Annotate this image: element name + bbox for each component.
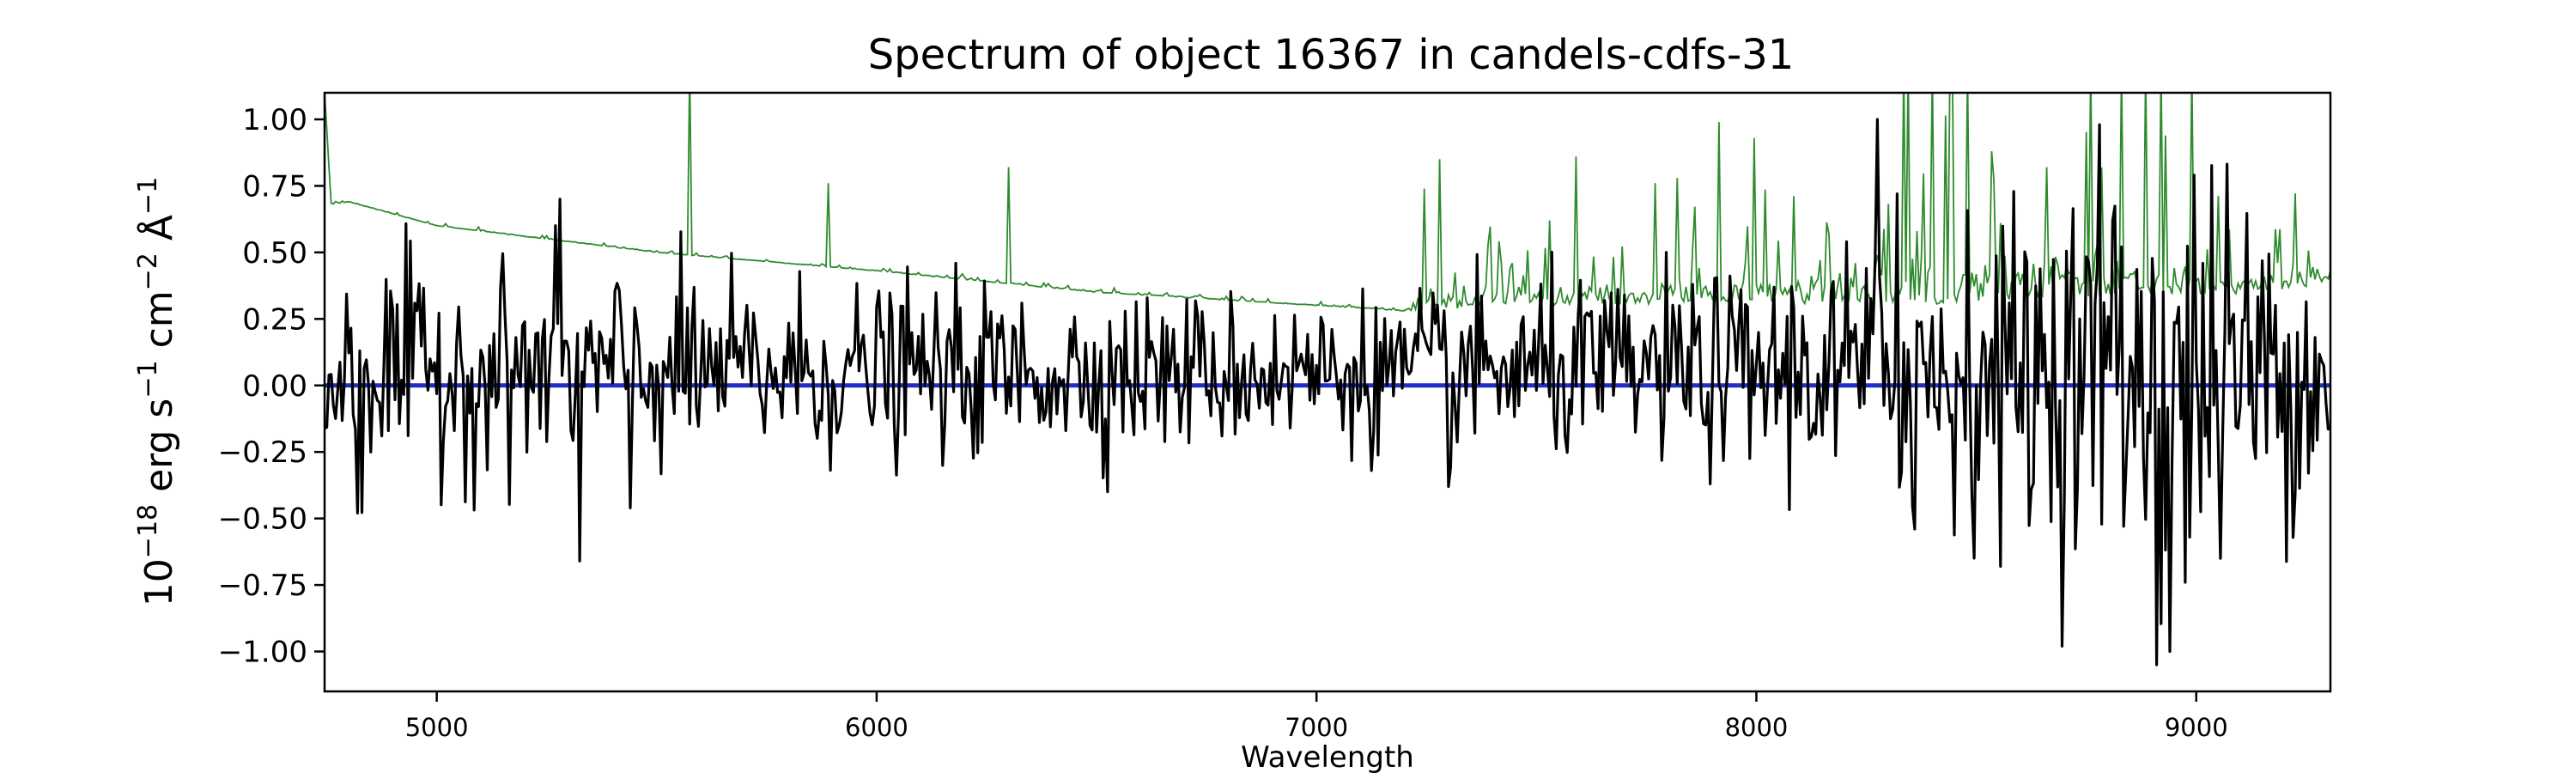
y-axis-label-exponent: −18 [133,504,163,558]
y-axis-label-cm-exponent: −2 [133,253,163,290]
y-tick-label: 1.00 [242,103,307,137]
y-axis-label-cm: cm [137,290,181,360]
y-tick-label: −1.00 [218,636,307,670]
series-flux-line [325,118,2330,666]
x-axis: 5000 6000 7000 8000 9000 [405,691,2228,742]
y-axis-label: 10−18 erg s−1 cm−2 Å−1 [133,177,181,606]
y-tick-label: 0.25 [242,302,307,337]
plot-frame [323,91,2332,693]
y-tick-label: 0.75 [242,169,307,204]
y-axis-label-base: 10 [137,558,181,606]
y-tick-label: −0.25 [218,435,307,470]
y-axis: −1.00 −0.75 −0.50 −0.25 0.00 0.25 0.50 0.75 1.00 [218,103,325,670]
y-axis-label-angstrom-exponent: −1 [133,177,163,215]
x-tick-label: 9000 [2165,713,2228,742]
y-tick-label: −0.75 [218,569,307,603]
y-tick-label: 0.50 [242,236,307,271]
y-tick-label: −0.50 [218,502,307,537]
chart-title: Spectrum of object 16367 in candels-cdfs… [868,31,1795,79]
x-tick-label: 8000 [1725,713,1789,742]
x-tick-label: 7000 [1285,713,1348,742]
x-tick-label: 6000 [845,713,908,742]
x-axis-label: Wavelength [1241,740,1414,773]
y-tick-label: 0.00 [242,369,307,404]
y-axis-label-angstrom: Å [136,215,181,253]
y-axis-label-erg: erg s [137,399,181,504]
x-tick-label: 5000 [405,713,469,742]
y-axis-label-s-exponent: −1 [133,360,163,398]
